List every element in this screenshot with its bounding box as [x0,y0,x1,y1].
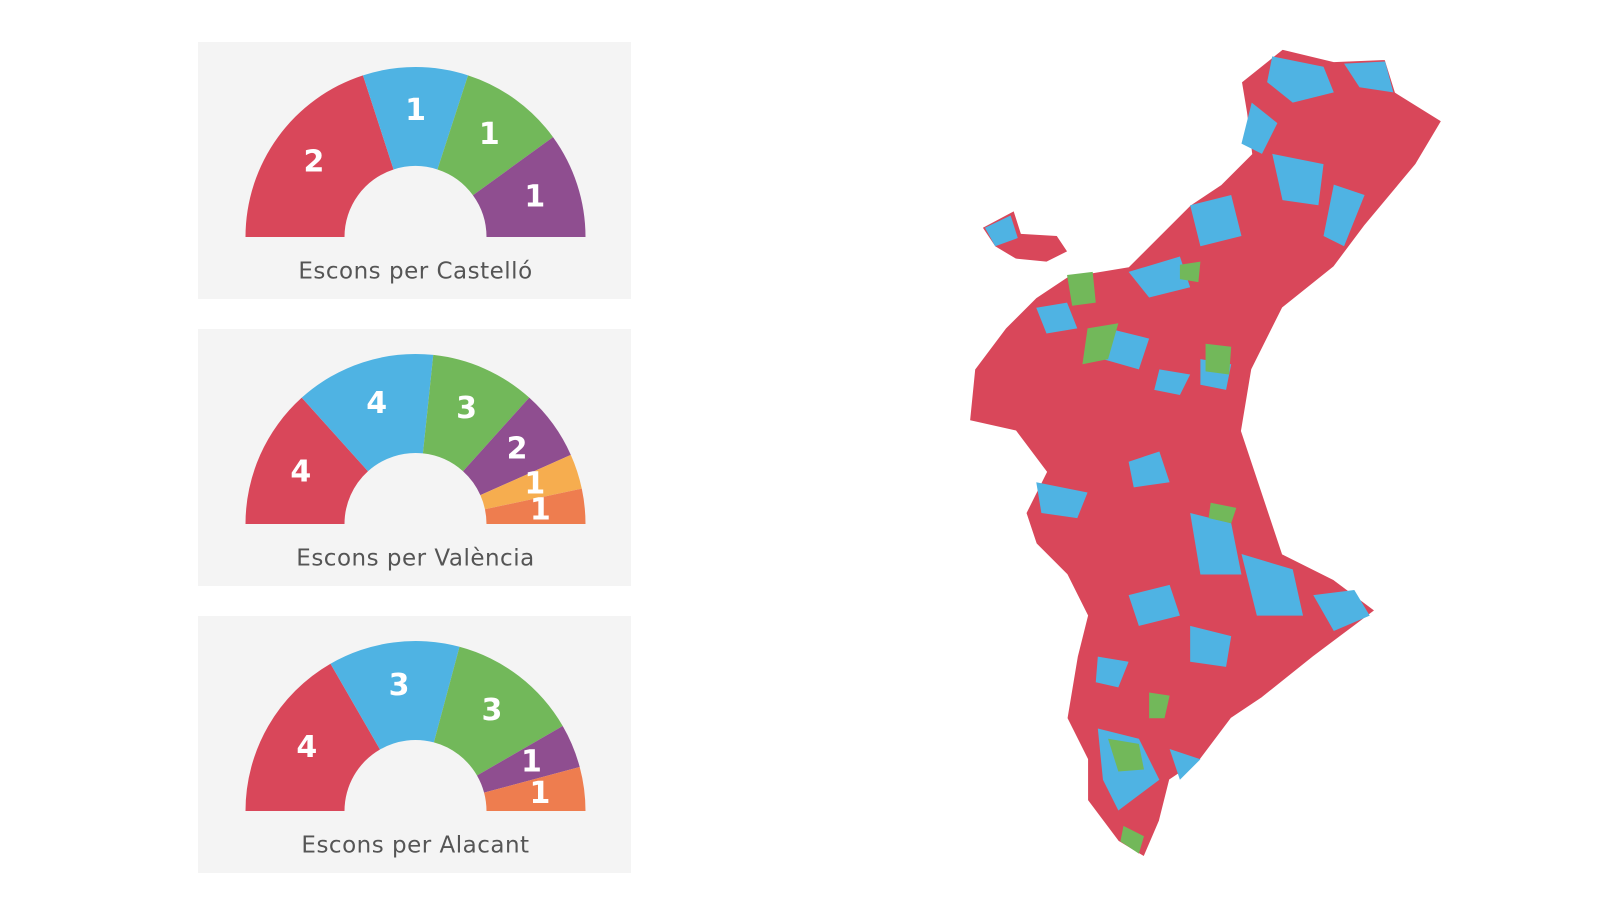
seat-segment [437,75,554,196]
seat-segment [484,488,586,524]
seat-label: 1 [530,492,551,527]
seat-label: 1 [405,93,426,128]
seat-segment [472,137,586,237]
seat-label: 1 [479,117,500,152]
seat-segment [362,66,469,170]
region-map [969,48,1443,858]
map-green-areas [1067,261,1237,854]
seat-segment [484,767,586,811]
map-land [969,48,1443,858]
seat-segment [463,397,571,496]
chart-title: Escons per Alacant [301,833,529,859]
seat-label: 1 [524,180,545,215]
chart-title: Escons per Castelló [298,259,532,285]
seat-segment [422,354,530,472]
chart-title: Escons per València [296,546,534,572]
seat-label: 3 [481,693,502,728]
seat-label: 4 [366,386,387,421]
seat-label: 3 [389,668,410,703]
seat-label: 2 [304,145,325,180]
seat-segment [433,646,563,776]
seat-label: 4 [296,730,317,765]
seat-label: 2 [507,432,528,467]
seat-segment [330,641,460,750]
seat-label: 1 [524,467,545,502]
seat-segment [245,75,394,237]
seat-segment [301,354,434,472]
seat-segment [245,397,368,524]
seat-label: 4 [290,454,311,489]
seat-segment [476,726,580,793]
seat-label: 1 [529,776,550,811]
seat-label: 3 [456,391,477,426]
map-blue-areas [984,56,1394,811]
seat-segment [245,663,380,811]
seat-segment [480,454,582,510]
seat-label: 1 [521,744,542,779]
